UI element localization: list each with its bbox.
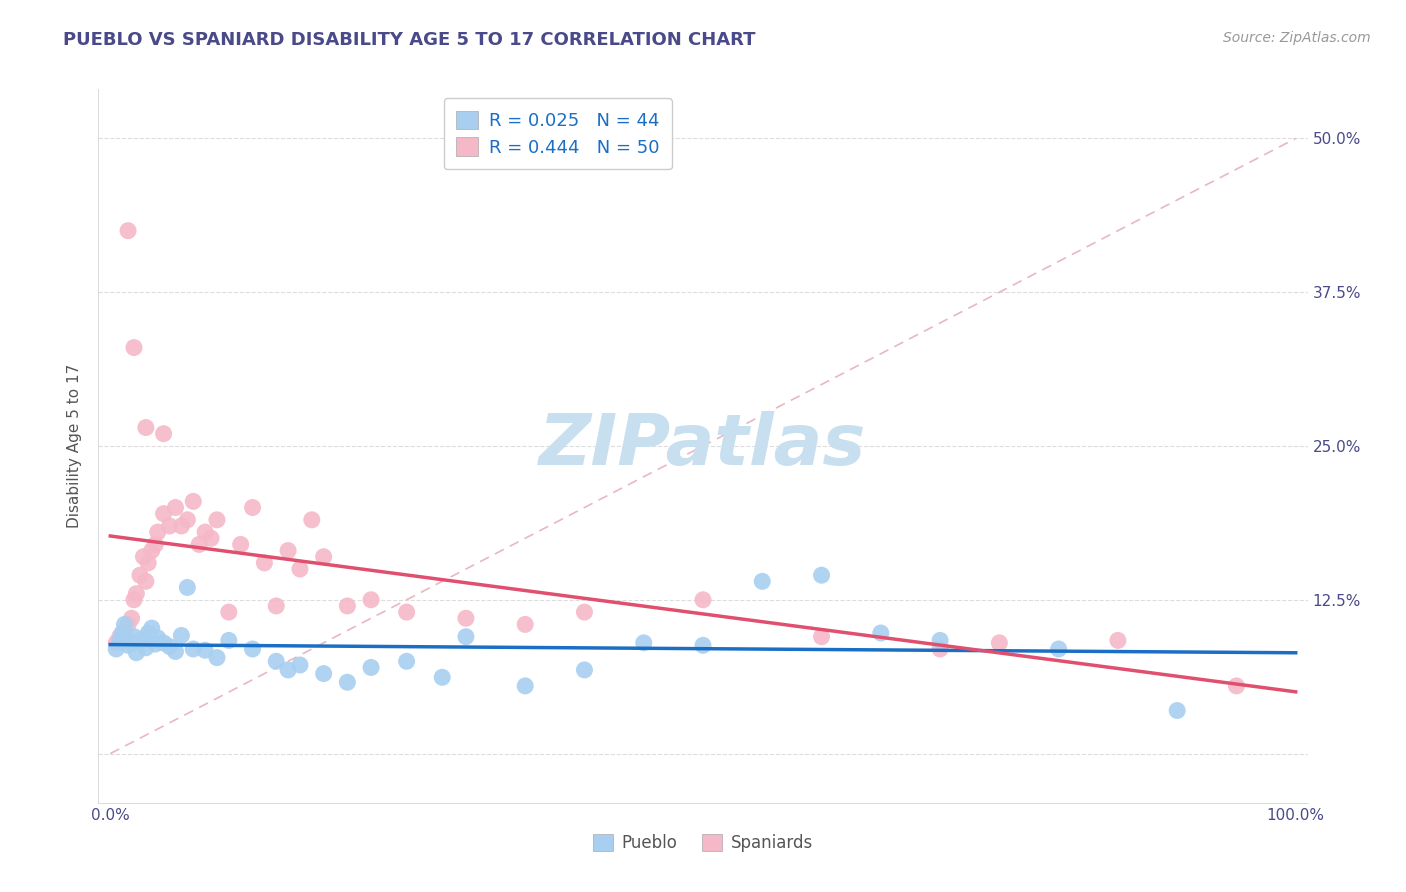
Point <box>105 642 128 657</box>
Point <box>929 633 952 648</box>
Point <box>117 617 139 632</box>
Point <box>181 642 204 657</box>
Point <box>146 631 169 645</box>
Point <box>141 621 163 635</box>
Point <box>751 574 773 589</box>
Point <box>152 507 174 521</box>
Point <box>312 549 335 564</box>
Point <box>111 626 134 640</box>
Point <box>122 630 145 644</box>
Point <box>229 537 252 551</box>
Point <box>633 636 655 650</box>
Point <box>129 568 152 582</box>
Point <box>515 617 537 632</box>
Point <box>114 617 136 632</box>
Point <box>181 494 204 508</box>
Point <box>152 636 174 650</box>
Point <box>111 633 134 648</box>
Text: ZIPatlas: ZIPatlas <box>540 411 866 481</box>
Point <box>574 605 596 619</box>
Y-axis label: Disability Age 5 to 17: Disability Age 5 to 17 <box>67 364 83 528</box>
Point <box>988 636 1011 650</box>
Point <box>454 611 477 625</box>
Point <box>176 513 198 527</box>
Point <box>312 666 335 681</box>
Point <box>125 587 148 601</box>
Point <box>135 574 157 589</box>
Point <box>108 630 131 644</box>
Text: PUEBLO VS SPANIARD DISABILITY AGE 5 TO 17 CORRELATION CHART: PUEBLO VS SPANIARD DISABILITY AGE 5 TO 1… <box>63 31 756 49</box>
Point <box>205 650 228 665</box>
Point <box>194 525 217 540</box>
Point <box>264 654 287 668</box>
Point <box>395 605 418 619</box>
Point <box>810 568 832 582</box>
Point <box>810 630 832 644</box>
Point <box>114 626 136 640</box>
Point <box>122 341 145 355</box>
Point <box>692 592 714 607</box>
Point <box>143 637 166 651</box>
Point <box>141 543 163 558</box>
Point <box>574 663 596 677</box>
Point <box>108 633 131 648</box>
Point <box>1047 642 1070 657</box>
Point <box>122 592 145 607</box>
Point <box>136 556 159 570</box>
Point <box>218 605 240 619</box>
Point <box>165 500 187 515</box>
Point <box>454 630 477 644</box>
Point <box>253 556 276 570</box>
Point <box>159 519 181 533</box>
Point <box>135 420 157 434</box>
Point <box>360 592 382 607</box>
Point <box>869 626 891 640</box>
Point <box>143 537 166 551</box>
Point <box>136 626 159 640</box>
Point <box>432 670 454 684</box>
Point <box>242 642 264 657</box>
Point <box>288 562 311 576</box>
Point <box>165 644 187 658</box>
Point <box>1225 679 1247 693</box>
Point <box>360 660 382 674</box>
Point <box>152 426 174 441</box>
Point <box>200 531 222 545</box>
Point <box>515 679 537 693</box>
Point <box>146 525 169 540</box>
Point <box>188 537 211 551</box>
Point <box>194 643 217 657</box>
Legend: Pueblo, Spaniards: Pueblo, Spaniards <box>586 827 820 859</box>
Point <box>117 638 139 652</box>
Point <box>264 599 287 613</box>
Point <box>277 663 299 677</box>
Point <box>692 638 714 652</box>
Point <box>129 634 152 648</box>
Point <box>121 636 143 650</box>
Point <box>117 224 139 238</box>
Point <box>170 519 193 533</box>
Point <box>395 654 418 668</box>
Point <box>336 599 359 613</box>
Text: Source: ZipAtlas.com: Source: ZipAtlas.com <box>1223 31 1371 45</box>
Point <box>1166 704 1188 718</box>
Point <box>336 675 359 690</box>
Point <box>301 513 323 527</box>
Point <box>205 513 228 527</box>
Point <box>1107 633 1129 648</box>
Point <box>929 642 952 657</box>
Point <box>288 658 311 673</box>
Point <box>132 549 155 564</box>
Point <box>132 632 155 647</box>
Point <box>125 646 148 660</box>
Point <box>121 611 143 625</box>
Point <box>105 636 128 650</box>
Point <box>159 640 181 654</box>
Point <box>277 543 299 558</box>
Point <box>170 628 193 642</box>
Point <box>218 633 240 648</box>
Point <box>135 640 157 655</box>
Point <box>176 581 198 595</box>
Point <box>242 500 264 515</box>
